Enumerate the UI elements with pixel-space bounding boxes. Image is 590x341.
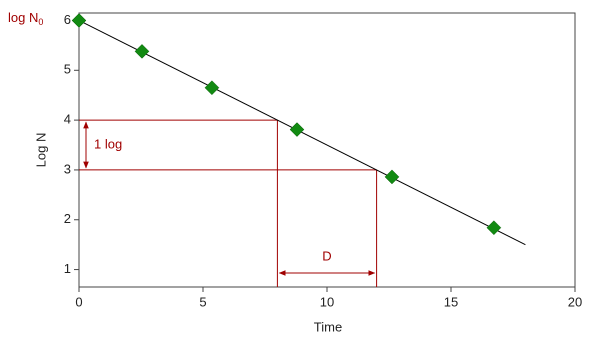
point	[204, 80, 220, 96]
fit-line	[78, 20, 526, 246]
span-label-x: D	[322, 248, 331, 263]
y-tick-label: 3	[64, 161, 71, 176]
point	[134, 44, 150, 59]
span-label-y: 1 log	[94, 136, 122, 151]
y-tick-label: 4	[64, 112, 71, 127]
point	[486, 220, 502, 236]
y0-label-sub: 0	[38, 17, 43, 27]
y-tick-label: 2	[64, 211, 71, 226]
y0-label: log N0	[8, 10, 43, 27]
y-tick-label: 6	[64, 12, 71, 27]
x-axis-label: Time	[314, 319, 342, 334]
x-tick-label: 5	[199, 294, 206, 309]
y-axis-label: Log N	[33, 133, 48, 168]
y0-label-main: log N	[8, 10, 38, 25]
point	[71, 13, 87, 28]
x-tick-label: 10	[320, 294, 334, 309]
point	[289, 122, 305, 137]
y-tick-label: 5	[64, 62, 71, 77]
point	[384, 169, 400, 185]
plot-frame	[78, 12, 576, 288]
y-tick-label: 1	[64, 261, 71, 276]
x-tick-label: 0	[75, 294, 82, 309]
x-tick-label: 15	[444, 294, 458, 309]
x-tick-label: 20	[568, 294, 582, 309]
